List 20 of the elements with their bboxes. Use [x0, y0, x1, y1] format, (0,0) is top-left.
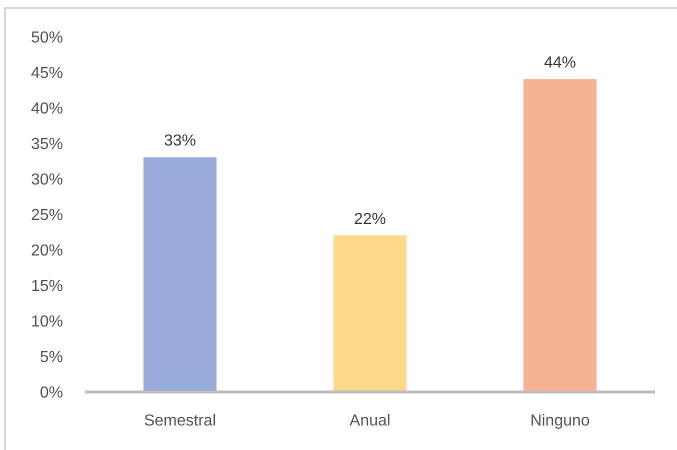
data-label: 44%: [544, 54, 576, 72]
y-tick-label: 10%: [30, 314, 63, 331]
y-tick-label: 0%: [40, 384, 63, 402]
bar: [524, 79, 596, 392]
y-tick-label: 35%: [30, 136, 63, 154]
y-tick-label: 15%: [30, 278, 63, 296]
x-tick-label: Ninguno: [530, 412, 590, 430]
bar: [334, 235, 406, 392]
data-label: 33%: [164, 132, 196, 150]
data-label: 22%: [354, 210, 386, 228]
y-tick-label: 45%: [30, 65, 63, 82]
x-tick-label: Semestral: [144, 412, 216, 430]
bar: [144, 157, 216, 392]
y-tick-label: 50%: [30, 30, 63, 47]
y-tick-label: 25%: [30, 207, 63, 224]
y-tick-label: 5%: [40, 349, 63, 366]
y-tick-label: 20%: [30, 242, 63, 260]
x-tick-label: Anual: [350, 412, 390, 430]
y-tick-label: 40%: [30, 100, 63, 118]
y-tick-label: 30%: [30, 172, 63, 189]
